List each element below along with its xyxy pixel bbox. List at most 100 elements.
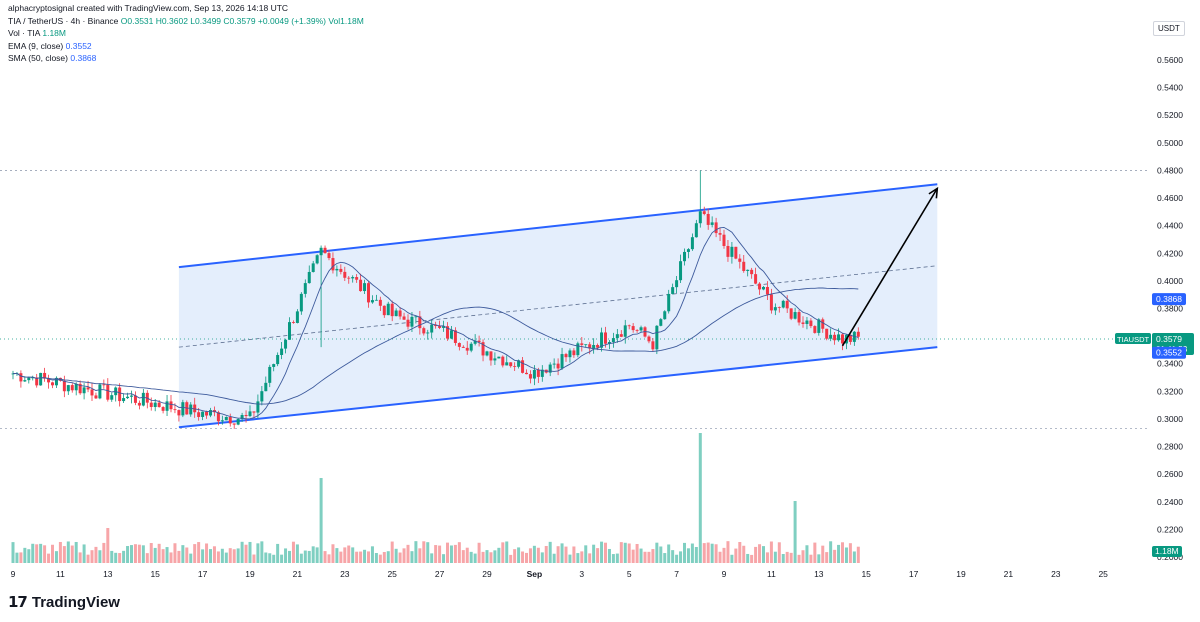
volume-bar <box>813 542 817 563</box>
volume-bar <box>390 541 394 563</box>
sma-indicator-row[interactable]: SMA (50, close) 0.3868 <box>8 52 364 65</box>
y-tick-label: 0.3200 <box>1157 386 1183 396</box>
author-line: alphacryptosignal created with TradingVi… <box>8 3 289 13</box>
volume-bar <box>153 547 157 563</box>
volume-bar <box>481 551 485 563</box>
volume-bar <box>43 545 47 563</box>
volume-bar <box>548 541 552 563</box>
volume-bar <box>473 553 477 563</box>
x-tick-label: 15 <box>861 569 871 579</box>
x-tick-label: 3 <box>579 569 584 579</box>
symbol-name[interactable]: TIA / TetherUS · 4h · Binance <box>8 15 119 26</box>
volume-bar <box>773 551 777 563</box>
candle-body <box>280 348 284 355</box>
volume-bar <box>149 543 153 563</box>
volume-bar <box>374 553 378 563</box>
candle-body <box>777 307 781 308</box>
x-tick-label: 29 <box>482 569 492 579</box>
candle-body <box>517 360 521 367</box>
candle-body <box>651 341 655 350</box>
y-tick-label: 0.2400 <box>1157 497 1183 507</box>
volume-bar <box>280 554 284 563</box>
x-tick-label: 25 <box>387 569 397 579</box>
candle-body <box>671 287 675 294</box>
volume-indicator-row[interactable]: Vol · TIA 1.18M <box>8 27 364 40</box>
volume-indicator-value: 1.18M <box>42 28 66 38</box>
candle-body <box>74 383 78 391</box>
volume-bar <box>86 554 90 563</box>
candle-body <box>382 305 386 316</box>
x-tick-label: 13 <box>814 569 824 579</box>
volume-indicator-label[interactable]: Vol · TIA <box>8 28 40 38</box>
volume-bar <box>145 553 149 563</box>
volume-bar <box>710 543 714 563</box>
volume-bar <box>66 541 70 563</box>
candle-body <box>62 380 66 392</box>
x-tick-label: 7 <box>674 569 679 579</box>
candle-body <box>363 283 367 292</box>
candle-body <box>465 347 469 351</box>
tradingview-logo[interactable]: 𝟭𝟳 TradingView <box>8 593 120 612</box>
volume-bar <box>521 551 525 563</box>
candle-body <box>82 387 86 394</box>
volume-bar <box>197 542 201 563</box>
close-value: C0.3579 <box>223 15 256 26</box>
candle-body <box>398 310 402 317</box>
volume-bar <box>856 546 860 563</box>
currency-badge[interactable]: USDT <box>1153 21 1185 36</box>
change-value: +0.0049 (+1.39%) <box>257 15 326 26</box>
candle-body <box>347 277 351 279</box>
x-tick-label: Sep <box>527 569 543 579</box>
volume-bar <box>580 551 584 563</box>
volume-bar <box>477 542 481 563</box>
candle-body <box>754 274 758 284</box>
volume-bar <box>90 550 94 563</box>
x-tick-label: 11 <box>56 569 65 579</box>
candle-body <box>430 324 434 333</box>
low-value: L0.3499 <box>190 15 222 26</box>
volume-bar <box>370 546 374 563</box>
candle-body <box>169 401 173 410</box>
volume-bar <box>307 550 311 563</box>
volume-bar <box>615 553 619 563</box>
volume-bar <box>761 546 766 563</box>
candle-body <box>750 269 754 275</box>
volume-bar <box>852 551 856 563</box>
volume-bar <box>157 543 161 563</box>
candle-body <box>509 362 513 367</box>
candle-body <box>659 319 663 326</box>
candle-body <box>809 320 813 327</box>
volume-bar <box>98 550 102 563</box>
volume-bar <box>603 542 608 563</box>
candle-body <box>785 300 789 309</box>
volume-bar <box>185 547 189 563</box>
candle-body <box>378 299 382 306</box>
volume-bar <box>205 543 209 563</box>
volume-bar <box>485 550 489 563</box>
volume-bar <box>742 545 746 563</box>
candle-body <box>90 389 94 396</box>
candle-body <box>449 330 453 339</box>
symbol-row[interactable]: TIA / TetherUS · 4h · Binance O0.3531 H0… <box>8 15 364 28</box>
volume-bar <box>592 544 596 563</box>
volume-bar <box>461 550 465 563</box>
volume-bar <box>505 541 509 563</box>
ema-indicator-label[interactable]: EMA (9, close) <box>8 40 64 51</box>
volume-bar <box>781 554 785 563</box>
x-tick-label: 5 <box>627 569 632 579</box>
volume-bar <box>295 544 299 563</box>
x-tick-label: 21 <box>1004 569 1014 579</box>
volume-bar <box>430 553 434 563</box>
volume-bar <box>671 550 675 563</box>
candle-body <box>339 268 343 272</box>
candle-body <box>457 342 461 347</box>
x-tick-label: 23 <box>340 569 350 579</box>
candle-body <box>31 377 35 379</box>
candle-body <box>769 294 773 311</box>
candle-body <box>141 392 145 406</box>
ema-indicator-row[interactable]: EMA (9, close) 0.3552 <box>8 40 364 53</box>
sma-indicator-label[interactable]: SMA (50, close) <box>8 53 68 63</box>
volume-bar <box>438 545 442 563</box>
volume-bar <box>236 548 240 563</box>
